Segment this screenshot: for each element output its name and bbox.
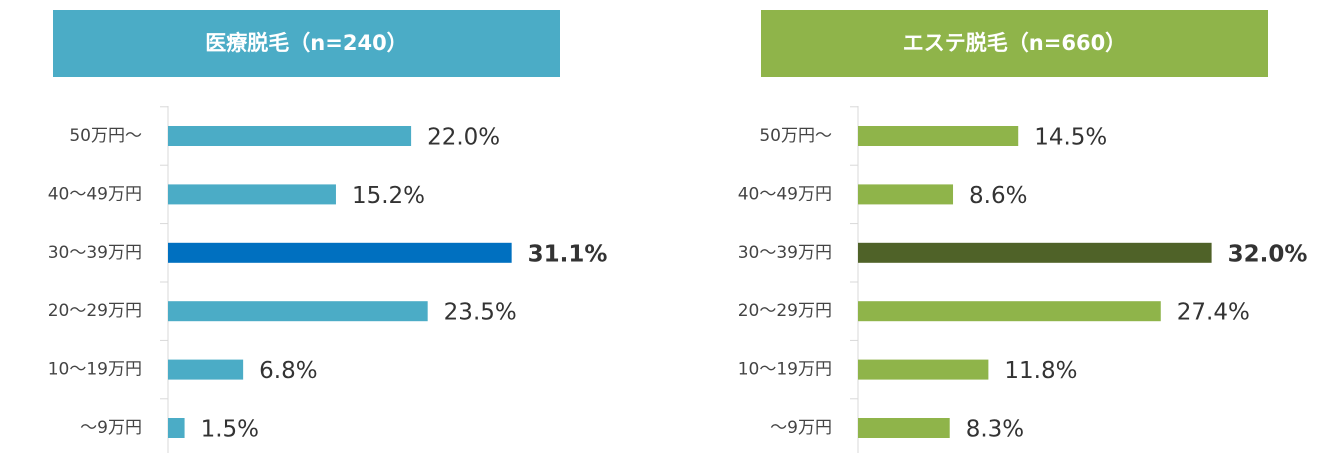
value-label: 6.8% [259,358,317,384]
chart-title: エステ脱毛（n=660） [903,31,1126,55]
bar [858,301,1161,322]
chart-title: 医療脱毛（n=240） [205,31,407,55]
value-label: 14.5% [1034,125,1107,151]
value-label: 15.2% [352,183,425,209]
bar [858,359,989,380]
category-label: 50万円～ [759,126,832,146]
title-box [761,10,1268,77]
category-label: 20～29万円 [48,301,142,321]
bar [168,301,428,322]
category-label: 30～39万円 [738,243,832,263]
bar [858,126,1019,146]
category-label: ～9万円 [80,418,142,438]
bar [168,359,244,380]
value-label: 27.4% [1177,300,1250,326]
bar [858,418,950,438]
value-label: 11.8% [1004,358,1077,384]
category-label: 30～39万円 [48,243,142,263]
value-label: 31.1% [528,241,608,267]
category-label: 40～49万円 [738,184,832,204]
bar [858,242,1212,263]
title-box [53,10,560,77]
value-label: 23.5% [444,300,517,326]
bar [168,418,185,438]
bar [858,184,954,205]
category-label: 10～19万円 [738,360,832,380]
category-label: 20～29万円 [738,301,832,321]
value-label: 22.0% [427,125,500,151]
category-label: ～9万円 [770,418,832,438]
value-label: 8.3% [966,417,1024,443]
category-label: 50万円～ [69,126,142,146]
bar [168,126,412,146]
bar [168,184,336,205]
category-label: 10～19万円 [48,360,142,380]
value-label: 32.0% [1228,241,1308,267]
bar [168,242,512,263]
value-label: 8.6% [969,183,1027,209]
value-label: 1.5% [201,417,259,443]
category-label: 40～49万円 [48,184,142,204]
